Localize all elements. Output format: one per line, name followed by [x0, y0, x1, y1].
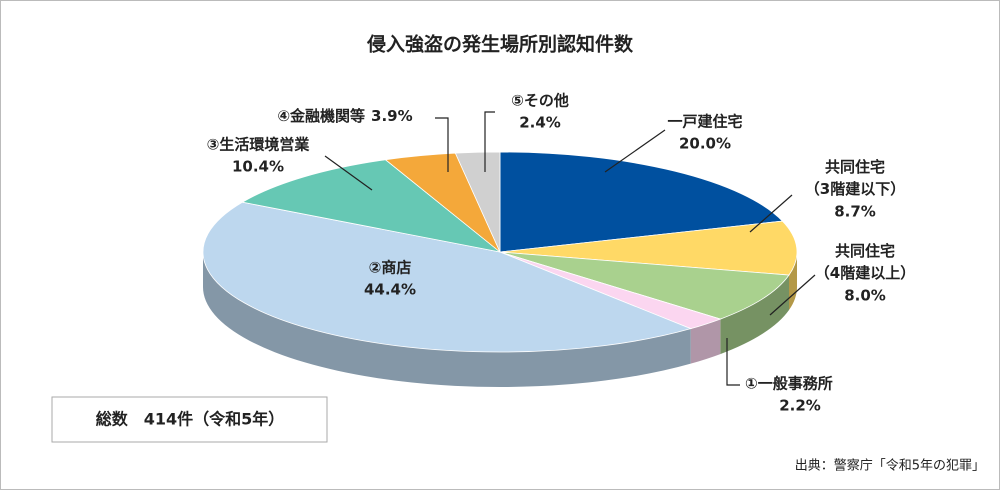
label-line: （4階建以上）: [815, 264, 915, 282]
leader-line: [749, 194, 793, 233]
value-label: 2.2%: [779, 397, 821, 415]
category-label: 共同住宅 （4階建以上）: [815, 242, 915, 282]
slice: [202, 201, 692, 353]
label-line: （3階建以下）: [805, 180, 905, 198]
value-label: 44.4%: [364, 281, 416, 299]
category-label: ②商店: [369, 259, 412, 277]
value-label: 10.4%: [232, 158, 284, 176]
slice: [499, 151, 784, 253]
total-box: [51, 396, 328, 443]
value-label: 20.0%: [679, 135, 731, 153]
category-label: ④金融機関等: [277, 107, 365, 125]
value-label: 8.0%: [844, 287, 886, 305]
source: 出典：警察庁「令和5年の犯罪」: [795, 458, 985, 474]
chart-title: 侵入強盗の発生場所別認知件数: [366, 33, 634, 56]
slice-side: [690, 319, 721, 364]
category-label: 一戸建住宅: [667, 113, 742, 131]
category-label: ①一般事務所: [745, 375, 833, 393]
slice: [499, 220, 798, 276]
category-label: ③生活環境営業: [207, 136, 311, 154]
slice-label: ④金融機関等 3.9%: [277, 107, 412, 125]
category-label: ⑤その他: [511, 92, 569, 110]
slice: [499, 251, 790, 320]
slice: [241, 159, 501, 253]
label-line: 共同住宅: [835, 242, 895, 260]
slice-side: [720, 275, 790, 355]
leader-line: [324, 155, 373, 191]
leader-line: [435, 117, 449, 172]
leader-line: [484, 111, 495, 172]
value-label: 2.4%: [519, 114, 561, 132]
value-label: 8.7%: [834, 203, 876, 221]
leader-line: [726, 338, 740, 386]
label-line: 共同住宅: [825, 158, 885, 176]
total-note: 総数 414件（令和5年）: [96, 410, 285, 429]
leader-line: [604, 129, 666, 173]
value-label: 3.9%: [371, 107, 413, 125]
category-label: 共同住宅 （3階建以下）: [805, 158, 905, 198]
leader-line: [769, 274, 816, 316]
slice: [454, 151, 501, 253]
slice-side: [203, 252, 691, 387]
pie: [202, 151, 798, 387]
